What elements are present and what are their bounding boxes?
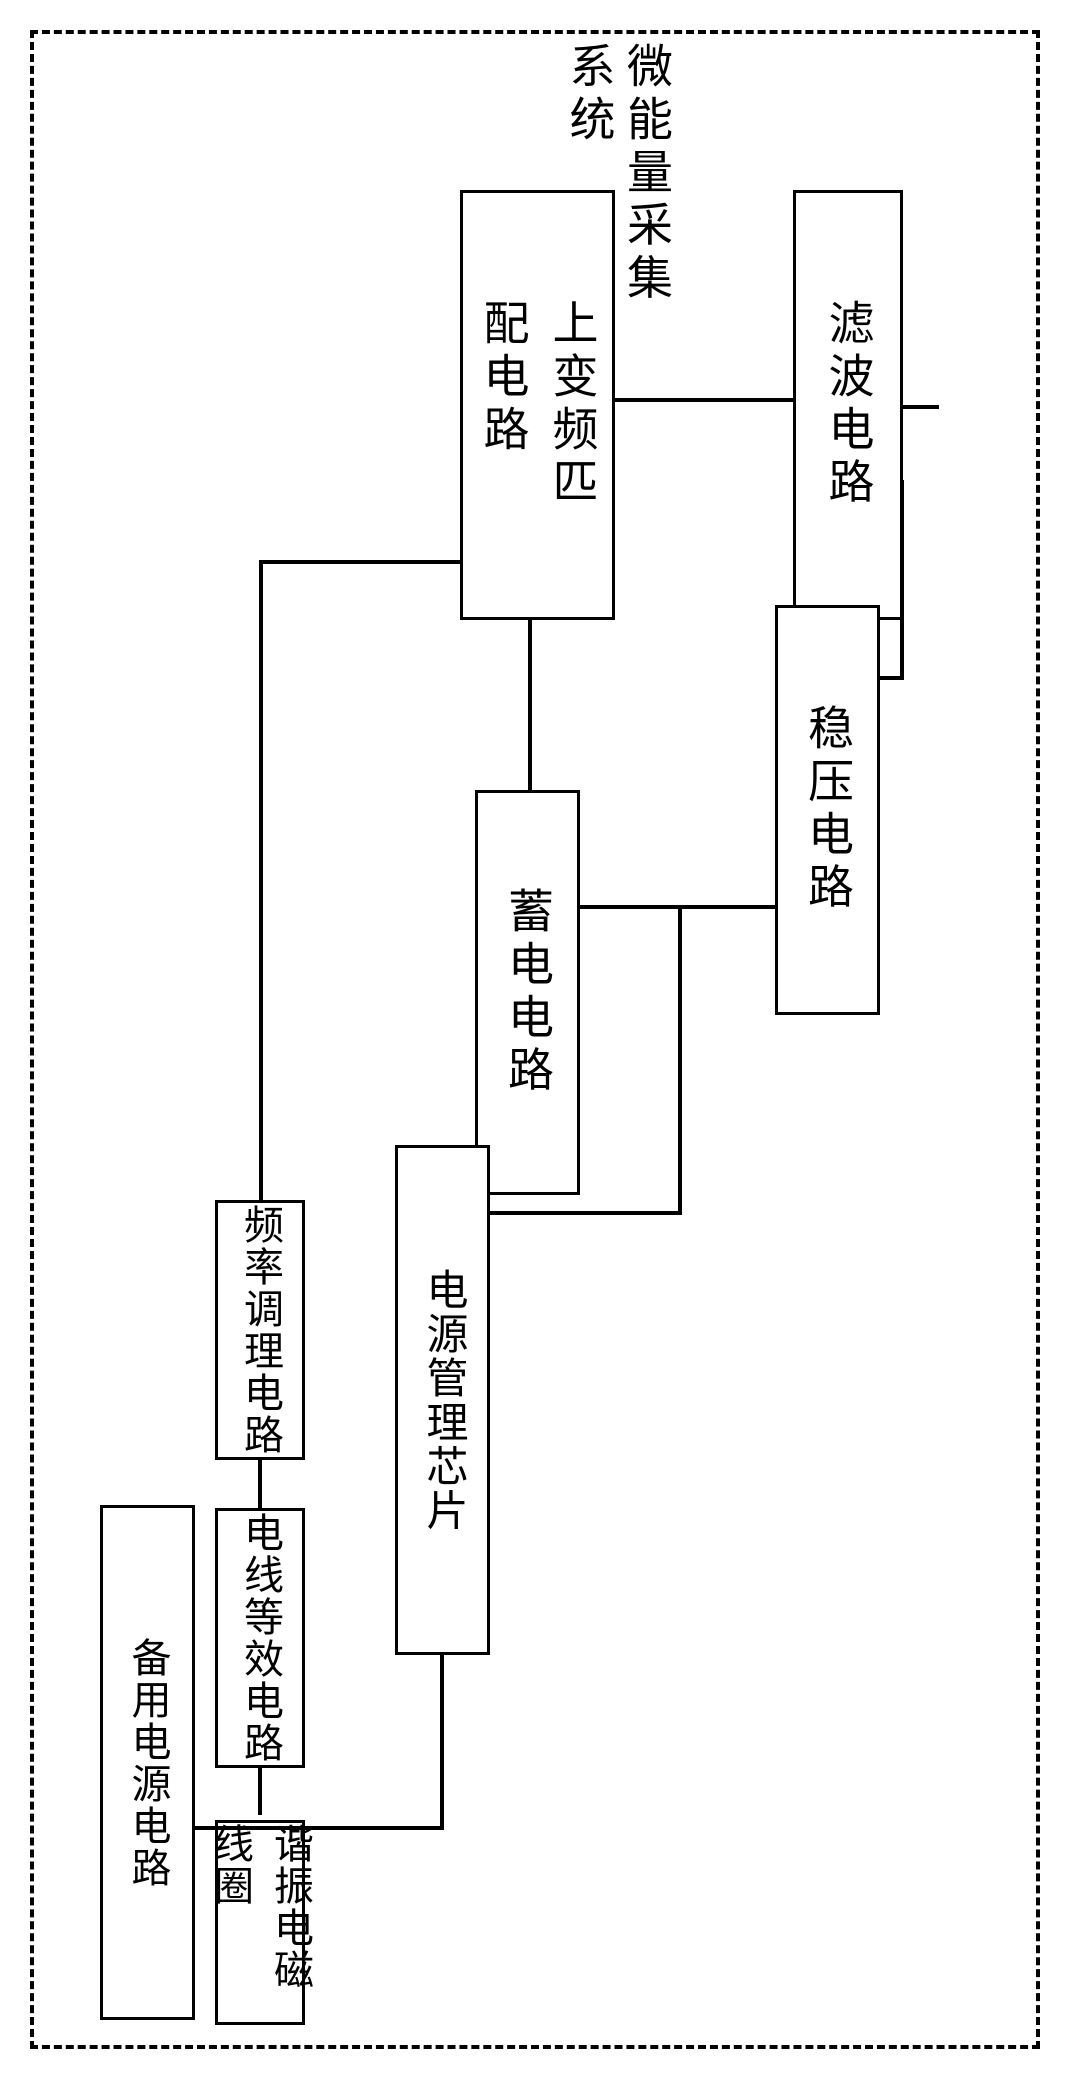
line-upconv-storage (528, 620, 532, 790)
label-wire-eq: 电线等效电路 (230, 1512, 290, 1764)
label-storage: 蓄电电路 (493, 887, 562, 1099)
label-regulator: 稳压电路 (793, 704, 862, 916)
label-freq-cond: 频率调理电路 (230, 1204, 290, 1456)
line-filter-reg-h (880, 676, 904, 680)
line-upconv-freq-h (259, 560, 460, 564)
line-filter-exit-h (903, 405, 939, 409)
label-coil: 谐振电磁线圈 (200, 1823, 320, 2022)
line-filter-reg-v (900, 480, 904, 680)
line-pmic-backup-h (193, 1826, 444, 1830)
line-upconv-freq-v (259, 560, 263, 1200)
line-upconv-filter (615, 398, 793, 402)
line-wire-coil (258, 1768, 262, 1815)
label-filter: 滤波电路 (814, 299, 883, 511)
label-pmic: 电源管理芯片 (411, 1268, 474, 1533)
diagram-canvas: 微能量采集 系统 滤波电路 上变频匹 配电路 频率调理电路 电线等效电路 /* … (0, 0, 1070, 2079)
box-backup-power-final: 备用电源电路 (100, 1505, 195, 2020)
box-storage-circuit: 蓄电电路 (475, 790, 580, 1195)
box-filter-circuit: 滤波电路 (793, 190, 903, 620)
box-resonant-coil-final: 谐振电磁线圈 (215, 1820, 305, 2025)
box-regulator-circuit: 稳压电路 (775, 605, 880, 1015)
line-t-down-to-pmic-h (490, 1211, 682, 1215)
line-t-down-to-pmic-v (678, 905, 682, 1215)
line-pmic-backup-v (440, 1655, 444, 1830)
line-freq-wire (258, 1460, 262, 1508)
box-upconverter-matching: 上变频匹 配电路 (460, 190, 615, 620)
box-wire-equivalent: 电线等效电路 (215, 1508, 305, 1768)
label-backup: 备用电源电路 (118, 1637, 178, 1889)
box-freq-conditioning: 频率调理电路 (215, 1200, 305, 1460)
label-upconv: 上变频匹 配电路 (469, 299, 607, 511)
box-pmic: 电源管理芯片 (395, 1145, 490, 1655)
